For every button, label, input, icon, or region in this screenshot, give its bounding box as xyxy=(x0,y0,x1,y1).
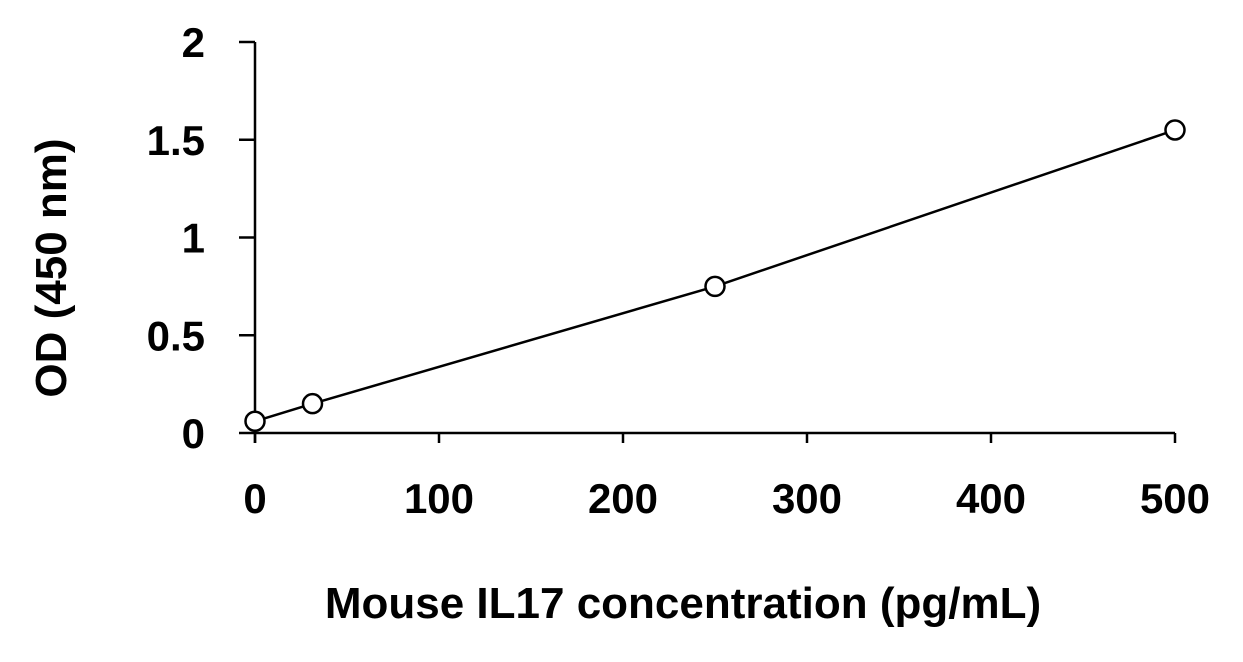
x-axis-title: Mouse IL17 concentration (pg/mL) xyxy=(325,579,1041,628)
data-point xyxy=(301,392,324,415)
data-point xyxy=(704,275,726,298)
y-tick-label: 0.5 xyxy=(147,312,205,359)
series-layer xyxy=(244,119,1186,433)
y-tick-label: 1.5 xyxy=(147,117,205,164)
x-tick-label: 500 xyxy=(1140,475,1210,522)
y-axis: 0 0.5 1 1.5 2 xyxy=(147,19,257,457)
x-tick-label: 200 xyxy=(588,475,658,522)
y-axis-title: OD (450 nm) xyxy=(27,138,76,397)
series-line xyxy=(254,128,1176,423)
x-tick-label: 400 xyxy=(956,475,1026,522)
y-tick-label: 1 xyxy=(182,215,205,262)
x-tick-label: 300 xyxy=(772,475,842,522)
y-tick-label: 0 xyxy=(182,410,205,457)
y-tick-label: 2 xyxy=(182,19,205,66)
x-tick-label: 0 xyxy=(243,475,266,522)
data-point xyxy=(244,410,266,433)
x-axis: 0 100 200 300 400 500 xyxy=(243,431,1210,522)
x-tick-label: 100 xyxy=(404,475,474,522)
data-point xyxy=(1164,119,1186,141)
